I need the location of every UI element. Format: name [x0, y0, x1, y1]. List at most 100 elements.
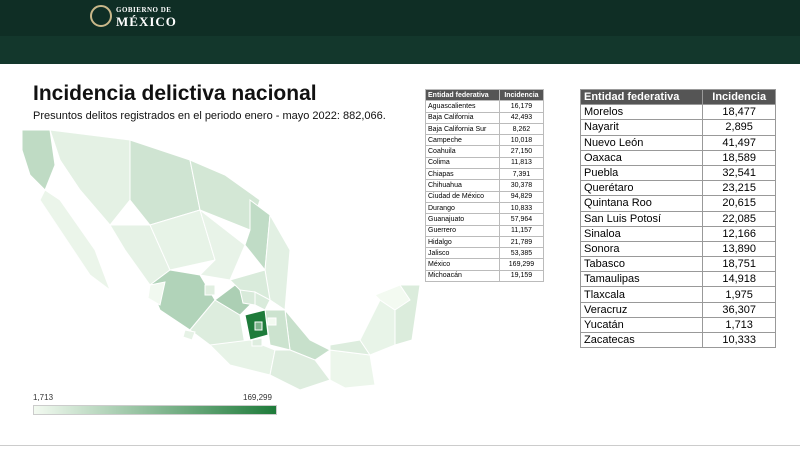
legend-min: 1,713 [33, 393, 54, 402]
incidence: 12,166 [702, 225, 776, 242]
row: Hidalgo 21,789 [425, 235, 545, 249]
seal [90, 5, 112, 27]
state-name: Baja California Sur [425, 122, 500, 136]
incidence: 2,895 [702, 119, 776, 136]
row: Ciudad de México 94,829 [425, 190, 545, 203]
incidence: 18,477 [702, 104, 776, 121]
state-name: Guerrero [425, 224, 500, 237]
state-name: Sonora [579, 240, 704, 258]
state [244, 199, 271, 272]
state-name: Nayarit [579, 119, 704, 136]
state-name: Tlaxcala [579, 286, 704, 303]
state-name: Tabasco [579, 256, 704, 273]
state [182, 329, 196, 341]
row: Campeche 10,018 [425, 134, 545, 147]
state-name: Aguascalientes [425, 100, 500, 113]
logo-line: GOBIERNO DE [116, 6, 172, 14]
row: Baja California 42,493 [425, 111, 545, 124]
incidence: 94,829 [498, 190, 545, 203]
state [208, 339, 276, 376]
state-name: San Luis Potosí [579, 210, 704, 227]
state-name: Querétaro [579, 180, 704, 197]
incidence: 8,262 [498, 122, 545, 136]
incidence: 36,307 [702, 301, 776, 318]
row: Colima 11,813 [425, 156, 545, 170]
state [254, 321, 263, 331]
state [251, 337, 263, 347]
state-name: Chiapas [425, 168, 500, 181]
incidence: 7,391 [498, 168, 545, 181]
state-name: Puebla [579, 164, 704, 182]
state-name: Michoacán [425, 269, 500, 283]
header-row: Entidad federativa Incidencia [425, 88, 545, 102]
row: Morelos 18,477 [579, 104, 776, 121]
incidence: 11,813 [498, 156, 545, 170]
incidence: 19,159 [498, 269, 545, 283]
row: Guanajuato 57,964 [425, 213, 545, 226]
state-name: Morelos [579, 104, 704, 121]
state [239, 289, 256, 306]
state [198, 208, 246, 281]
state [264, 309, 291, 351]
row: Querétaro 23,215 [579, 180, 776, 197]
state [189, 299, 246, 346]
state-name: Zacatecas [579, 331, 704, 349]
incidence: 21,789 [498, 235, 545, 249]
state-name: Baja California [425, 111, 500, 124]
incidence: 1,713 [702, 316, 776, 334]
header-bar [0, 0, 800, 36]
row: Sonora 13,890 [579, 240, 776, 258]
row: Nuevo León 41,497 [579, 134, 776, 151]
state [147, 281, 166, 306]
row: Chihuahua 30,378 [425, 179, 545, 192]
incidence: 30,378 [498, 179, 545, 192]
incidence: 1,975 [702, 286, 776, 303]
state [39, 189, 112, 292]
state-name: Tamaulipas [579, 271, 704, 288]
state-name: Hidalgo [425, 235, 500, 249]
state-name: Nuevo León [579, 134, 704, 151]
table: Entidad federativa Incidencia Morelos 18,47… [579, 88, 776, 349]
incidence: 53,385 [498, 247, 545, 260]
incidence: 169,299 [498, 258, 545, 271]
state-name: Coahuila [425, 145, 500, 158]
row: Oaxaca 18,589 [579, 149, 776, 166]
incidence: 32,541 [702, 164, 776, 182]
row: Puebla 32,541 [579, 164, 776, 182]
row: Veracruz 36,307 [579, 301, 776, 318]
state [329, 349, 376, 389]
incidence: 22,085 [702, 210, 776, 227]
row: Chiapas 7,391 [425, 168, 545, 181]
legend-max: 169,299 [243, 393, 272, 402]
row: Sinaloa 12,166 [579, 225, 776, 242]
incidence: 23,215 [702, 180, 776, 197]
state-name: Campeche [425, 134, 500, 147]
incidence: 16,179 [498, 100, 545, 113]
state-name: Quintana Roo [579, 195, 704, 212]
state-name: Colima [425, 156, 500, 170]
legend-gradient [33, 405, 277, 415]
row: Yucatán 1,713 [579, 316, 776, 334]
incidence: 41,497 [702, 134, 776, 151]
row: Tabasco 18,751 [579, 256, 776, 273]
state-name: Jalisco [425, 247, 500, 260]
state-name: Ciudad de México [425, 190, 500, 203]
column-header: Entidad federativa [425, 88, 500, 102]
state [21, 129, 56, 191]
row: Coahuila 27,150 [425, 145, 545, 158]
state-name: Guanajuato [425, 213, 500, 226]
row: San Luis Potosí 22,085 [579, 210, 776, 227]
incidence: 18,751 [702, 256, 776, 273]
state-name: Veracruz [579, 301, 704, 318]
state-name: Chihuahua [425, 179, 500, 192]
incidence: 27,150 [498, 145, 545, 158]
row: Nayarit 2,895 [579, 119, 776, 136]
incidence: 10,018 [498, 134, 545, 147]
row: Jalisco 53,385 [425, 247, 545, 260]
row: Aguascalientes 16,179 [425, 100, 545, 113]
state-name: Sinaloa [579, 225, 704, 242]
row: Michoacán 19,159 [425, 269, 545, 283]
sub-header-bar [0, 36, 800, 64]
state [359, 299, 396, 356]
